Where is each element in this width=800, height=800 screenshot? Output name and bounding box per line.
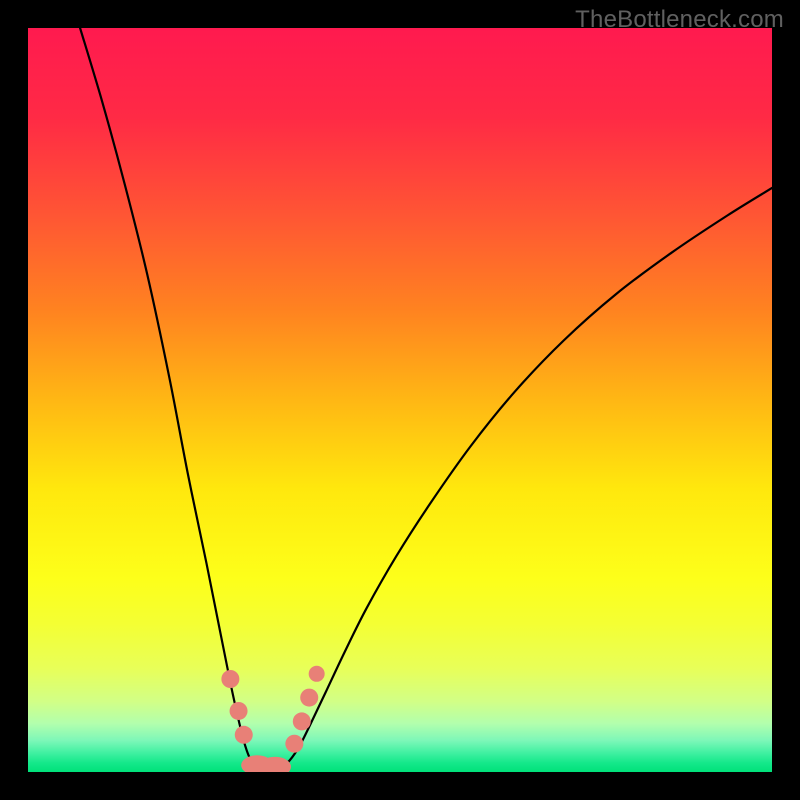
curve-markers	[221, 666, 324, 772]
curve-marker	[293, 712, 311, 730]
curve-marker	[230, 702, 248, 720]
curve-layer	[28, 28, 772, 772]
plot-area	[28, 28, 772, 772]
curve-marker	[309, 666, 325, 682]
curve-marker	[285, 735, 303, 753]
curve-marker	[235, 726, 253, 744]
watermark-text: TheBottleneck.com	[575, 6, 784, 34]
curve-marker	[300, 689, 318, 707]
bottleneck-curve	[80, 28, 772, 770]
curve-marker	[221, 670, 239, 688]
